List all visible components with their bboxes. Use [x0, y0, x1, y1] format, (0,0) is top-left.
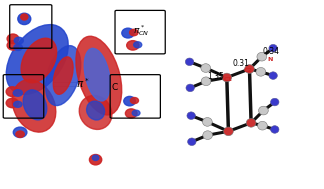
Ellipse shape [14, 37, 23, 44]
Ellipse shape [14, 101, 22, 107]
Ellipse shape [257, 52, 267, 61]
Ellipse shape [14, 44, 22, 50]
Text: C1: C1 [224, 77, 233, 82]
Text: $\pi^*_{CN}$: $\pi^*_{CN}$ [133, 23, 149, 38]
Text: $\pi^*$: $\pi^*$ [76, 76, 89, 90]
Ellipse shape [79, 95, 112, 129]
Ellipse shape [6, 98, 18, 108]
Ellipse shape [125, 109, 137, 118]
Ellipse shape [133, 42, 142, 48]
Ellipse shape [256, 67, 266, 76]
Ellipse shape [76, 36, 122, 115]
Ellipse shape [21, 14, 28, 20]
Ellipse shape [92, 155, 99, 160]
Ellipse shape [130, 29, 138, 36]
Ellipse shape [269, 44, 277, 52]
Ellipse shape [87, 101, 105, 120]
Ellipse shape [7, 34, 19, 43]
Text: C: C [112, 83, 118, 92]
Ellipse shape [246, 119, 256, 127]
Ellipse shape [21, 38, 57, 83]
Ellipse shape [23, 90, 47, 120]
Ellipse shape [7, 41, 19, 50]
Ellipse shape [46, 46, 81, 106]
Ellipse shape [202, 118, 212, 126]
Ellipse shape [13, 127, 27, 138]
Ellipse shape [6, 25, 68, 94]
Ellipse shape [271, 126, 279, 133]
Ellipse shape [186, 84, 194, 92]
Ellipse shape [269, 72, 277, 79]
Ellipse shape [187, 112, 195, 119]
Ellipse shape [124, 96, 135, 106]
Ellipse shape [132, 110, 140, 116]
Ellipse shape [12, 80, 56, 132]
Ellipse shape [224, 127, 233, 136]
Text: 0.31: 0.31 [233, 59, 250, 68]
Text: 0.34: 0.34 [262, 46, 279, 56]
Ellipse shape [185, 58, 194, 66]
Ellipse shape [130, 98, 138, 104]
Ellipse shape [271, 98, 279, 106]
Text: 1.35: 1.35 [207, 72, 224, 81]
Ellipse shape [127, 41, 139, 50]
Ellipse shape [16, 131, 24, 137]
Ellipse shape [201, 77, 211, 86]
Text: N: N [268, 57, 273, 62]
Ellipse shape [259, 106, 268, 115]
Ellipse shape [258, 121, 267, 130]
Ellipse shape [18, 13, 31, 25]
Ellipse shape [201, 64, 211, 72]
Ellipse shape [245, 65, 254, 73]
Ellipse shape [222, 73, 232, 82]
Ellipse shape [122, 28, 134, 38]
Ellipse shape [203, 131, 213, 139]
Ellipse shape [84, 48, 110, 101]
Ellipse shape [6, 87, 18, 97]
Ellipse shape [89, 155, 102, 165]
Ellipse shape [53, 57, 73, 94]
Ellipse shape [13, 90, 22, 96]
Ellipse shape [188, 138, 196, 146]
Text: C2: C2 [243, 68, 252, 73]
